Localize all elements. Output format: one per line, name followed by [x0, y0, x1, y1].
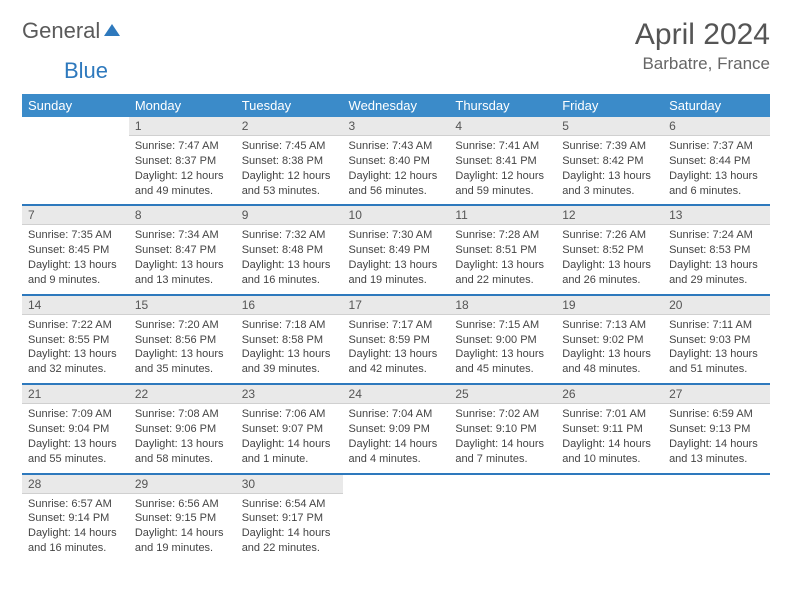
day-info: Sunrise: 6:54 AMSunset: 9:17 PMDaylight:… [236, 494, 343, 562]
day-number: 12 [556, 206, 663, 225]
day-info: Sunrise: 7:04 AMSunset: 9:09 PMDaylight:… [343, 404, 450, 472]
calendar-body: 123456Sunrise: 7:47 AMSunset: 8:37 PMDay… [22, 117, 770, 562]
day-number: 3 [343, 117, 450, 136]
day-info: Sunrise: 7:15 AMSunset: 9:00 PMDaylight:… [449, 315, 556, 383]
day-info: Sunrise: 7:11 AMSunset: 9:03 PMDaylight:… [663, 315, 770, 383]
weekday-header: Monday [129, 94, 236, 117]
day-number [663, 475, 770, 493]
day-info: Sunrise: 7:26 AMSunset: 8:52 PMDaylight:… [556, 225, 663, 293]
day-number: 30 [236, 475, 343, 494]
day-info: Sunrise: 7:17 AMSunset: 8:59 PMDaylight:… [343, 315, 450, 383]
day-info: Sunrise: 7:02 AMSunset: 9:10 PMDaylight:… [449, 404, 556, 472]
day-number: 5 [556, 117, 663, 136]
day-number: 25 [449, 385, 556, 404]
logo-text-1: General [22, 18, 100, 44]
day-number: 17 [343, 296, 450, 315]
day-number: 21 [22, 385, 129, 404]
day-number: 14 [22, 296, 129, 315]
day-number: 23 [236, 385, 343, 404]
day-number: 2 [236, 117, 343, 136]
day-number: 1 [129, 117, 236, 136]
day-info: Sunrise: 7:13 AMSunset: 9:02 PMDaylight:… [556, 315, 663, 383]
day-info: Sunrise: 7:01 AMSunset: 9:11 PMDaylight:… [556, 404, 663, 472]
day-info: Sunrise: 7:28 AMSunset: 8:51 PMDaylight:… [449, 225, 556, 293]
day-info: Sunrise: 7:45 AMSunset: 8:38 PMDaylight:… [236, 136, 343, 204]
day-info: Sunrise: 7:47 AMSunset: 8:37 PMDaylight:… [129, 136, 236, 204]
weekday-header: Sunday [22, 94, 129, 117]
day-info: Sunrise: 6:56 AMSunset: 9:15 PMDaylight:… [129, 494, 236, 562]
day-info: Sunrise: 7:41 AMSunset: 8:41 PMDaylight:… [449, 136, 556, 204]
weekday-header: Saturday [663, 94, 770, 117]
day-number [343, 475, 450, 493]
day-info: Sunrise: 7:06 AMSunset: 9:07 PMDaylight:… [236, 404, 343, 472]
day-number: 22 [129, 385, 236, 404]
calendar-table: SundayMondayTuesdayWednesdayThursdayFrid… [22, 94, 770, 562]
day-info: Sunrise: 7:37 AMSunset: 8:44 PMDaylight:… [663, 136, 770, 204]
day-number: 6 [663, 117, 770, 136]
day-number: 7 [22, 206, 129, 225]
day-number: 11 [449, 206, 556, 225]
day-number [449, 475, 556, 493]
weekday-header: Friday [556, 94, 663, 117]
day-number: 27 [663, 385, 770, 404]
day-info: Sunrise: 7:20 AMSunset: 8:56 PMDaylight:… [129, 315, 236, 383]
logo-icon [102, 18, 122, 44]
logo: General [22, 18, 122, 44]
day-number: 8 [129, 206, 236, 225]
day-number: 18 [449, 296, 556, 315]
day-number [556, 475, 663, 493]
day-info: Sunrise: 7:18 AMSunset: 8:58 PMDaylight:… [236, 315, 343, 383]
day-number: 4 [449, 117, 556, 136]
calendar-header-row: SundayMondayTuesdayWednesdayThursdayFrid… [22, 94, 770, 117]
day-number: 24 [343, 385, 450, 404]
day-info: Sunrise: 7:39 AMSunset: 8:42 PMDaylight:… [556, 136, 663, 204]
day-info: Sunrise: 7:30 AMSunset: 8:49 PMDaylight:… [343, 225, 450, 293]
day-number [22, 117, 129, 135]
location-label: Barbatre, France [635, 54, 770, 74]
page-title: April 2024 [635, 18, 770, 52]
day-number: 16 [236, 296, 343, 315]
day-number: 13 [663, 206, 770, 225]
day-info: Sunrise: 7:09 AMSunset: 9:04 PMDaylight:… [22, 404, 129, 472]
day-info: Sunrise: 7:34 AMSunset: 8:47 PMDaylight:… [129, 225, 236, 293]
day-number: 19 [556, 296, 663, 315]
day-info: Sunrise: 6:59 AMSunset: 9:13 PMDaylight:… [663, 404, 770, 472]
title-block: April 2024 Barbatre, France [635, 18, 770, 74]
day-number: 20 [663, 296, 770, 315]
weekday-header: Tuesday [236, 94, 343, 117]
day-number: 26 [556, 385, 663, 404]
logo-text-2: Blue [64, 58, 108, 83]
weekday-header: Wednesday [343, 94, 450, 117]
weekday-header: Thursday [449, 94, 556, 117]
day-info: Sunrise: 7:08 AMSunset: 9:06 PMDaylight:… [129, 404, 236, 472]
day-number: 28 [22, 475, 129, 494]
day-number: 29 [129, 475, 236, 494]
day-info: Sunrise: 7:22 AMSunset: 8:55 PMDaylight:… [22, 315, 129, 383]
day-info: Sunrise: 7:32 AMSunset: 8:48 PMDaylight:… [236, 225, 343, 293]
day-number: 9 [236, 206, 343, 225]
day-info: Sunrise: 7:43 AMSunset: 8:40 PMDaylight:… [343, 136, 450, 204]
day-info: Sunrise: 7:35 AMSunset: 8:45 PMDaylight:… [22, 225, 129, 293]
day-number: 10 [343, 206, 450, 225]
day-number: 15 [129, 296, 236, 315]
day-info: Sunrise: 6:57 AMSunset: 9:14 PMDaylight:… [22, 494, 129, 562]
day-info: Sunrise: 7:24 AMSunset: 8:53 PMDaylight:… [663, 225, 770, 293]
